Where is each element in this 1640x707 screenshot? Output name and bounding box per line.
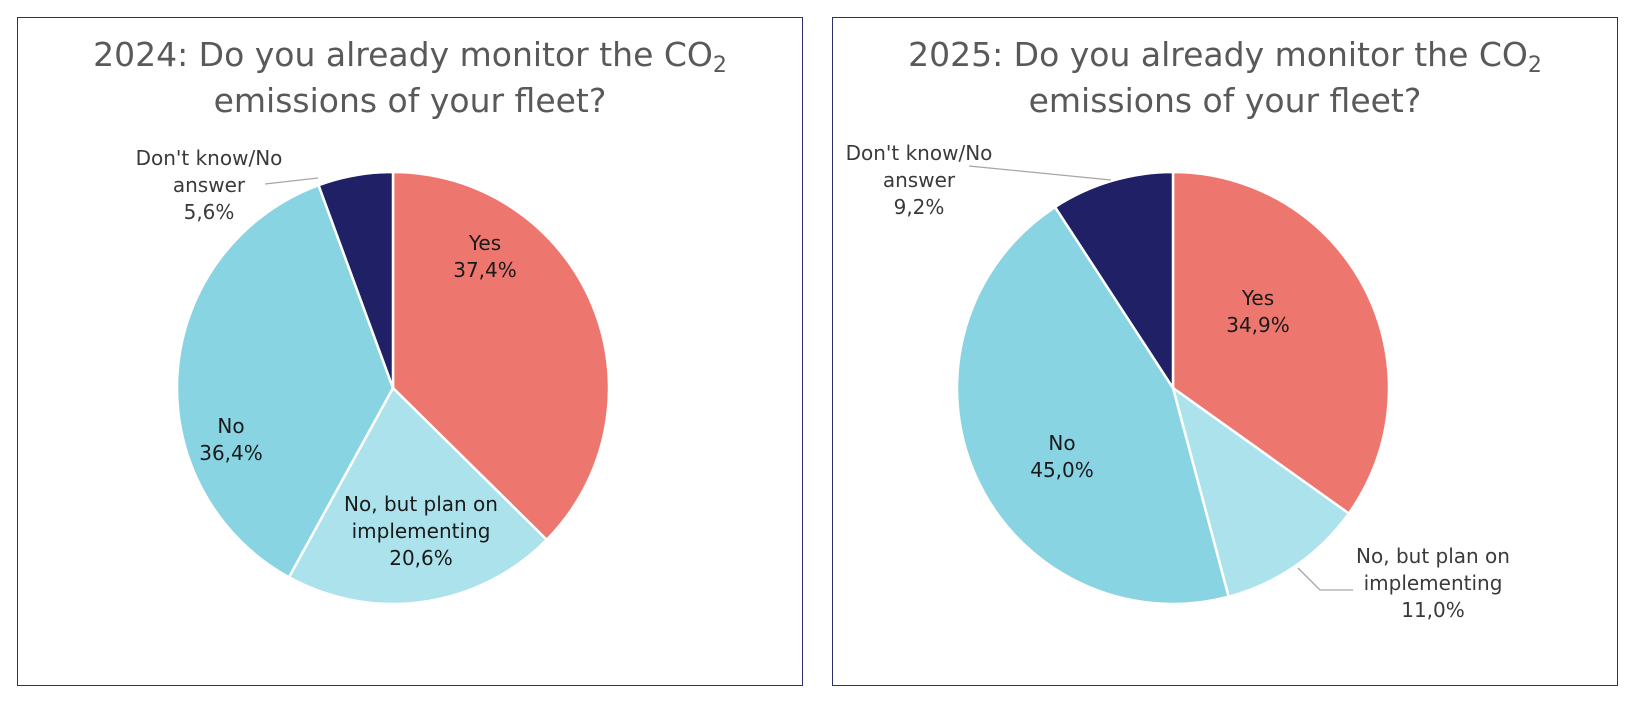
leader-line-no-but-plan-on-implementing [1297, 567, 1353, 591]
data-label-category: Yes [1241, 286, 1274, 310]
pie-slice-don-t-know-no-answer [1053, 170, 1175, 390]
data-label-don-t-know-no-answer: Don't know/No answer 9,2% [846, 141, 993, 219]
data-label-value: 34,9% [1226, 313, 1290, 337]
data-label-category: No, but plan on [1356, 544, 1510, 568]
data-label-value: 20,6% [389, 546, 453, 570]
chart-title: 2024: Do you already monitor the CO2 emi… [18, 32, 802, 124]
chart-title-main: 2024: Do you already monitor the CO [93, 35, 713, 74]
chart-title-subscript: 2 [712, 53, 727, 78]
pie-slice-no-but-plan-on-implementing [1171, 386, 1351, 598]
chart-title: 2025: Do you already monitor the CO2 emi… [833, 32, 1617, 124]
data-label-category: No [1048, 431, 1075, 455]
data-label-value: 37,4% [453, 258, 517, 282]
data-label-value: 36,4% [199, 441, 263, 465]
data-label-category: implementing [352, 519, 491, 543]
pie-slice-yes [391, 170, 611, 542]
pie-slice-no [175, 183, 395, 579]
data-label-category: No, but plan on [344, 492, 498, 516]
leader-line-don-t-know-no-answer [264, 177, 319, 185]
data-label-no-but-plan-on-implementing: No, but plan on implementing 20,6% [344, 492, 498, 570]
pie-slice-no-but-plan-on-implementing [287, 386, 548, 606]
chart-panel-2025: 2025: Do you already monitor the CO2 emi… [832, 17, 1618, 686]
data-label-yes: Yes 37,4% [453, 231, 517, 282]
pie-slice-don-t-know-no-answer [317, 170, 395, 390]
data-label-category: answer [883, 168, 956, 192]
data-label-don-t-know-no-answer: Don't know/No answer 5,6% [136, 146, 283, 224]
data-label-category: No [217, 414, 244, 438]
data-label-value: 45,0% [1030, 458, 1094, 482]
pie-slice-no [955, 205, 1230, 606]
data-label-no-but-plan-on-implementing: No, but plan on implementing 11,0% [1356, 544, 1510, 622]
data-label-no: No 45,0% [1030, 431, 1094, 482]
pie-chart-2025: Yes 34,9% No, but plan on implementing 11,0%… [846, 141, 1510, 622]
data-label-category: implementing [1364, 571, 1503, 595]
pie-chart-2024: Yes 37,4% No, but plan on implementing 20,6%… [136, 146, 611, 606]
leader-line-don-t-know-no-answer [968, 165, 1112, 181]
chart-panel-2024: 2024: Do you already monitor the CO2 emi… [17, 17, 803, 686]
data-label-value: 9,2% [894, 195, 945, 219]
data-label-category: Don't know/No [136, 146, 283, 170]
chart-title-main: 2025: Do you already monitor the CO [908, 35, 1528, 74]
data-label-yes: Yes 34,9% [1226, 286, 1290, 337]
chart-title-subscript: 2 [1527, 53, 1542, 78]
data-label-no: No 36,4% [199, 414, 263, 465]
pie-slice-yes [1171, 170, 1391, 515]
chart-title-line2: emissions of your fleet? [1028, 81, 1422, 120]
data-label-category: Don't know/No [846, 141, 993, 165]
data-label-value: 5,6% [184, 200, 235, 224]
data-label-category: Yes [468, 231, 501, 255]
data-label-value: 11,0% [1401, 598, 1465, 622]
chart-title-line2: emissions of your fleet? [213, 81, 607, 120]
data-label-category: answer [173, 173, 246, 197]
